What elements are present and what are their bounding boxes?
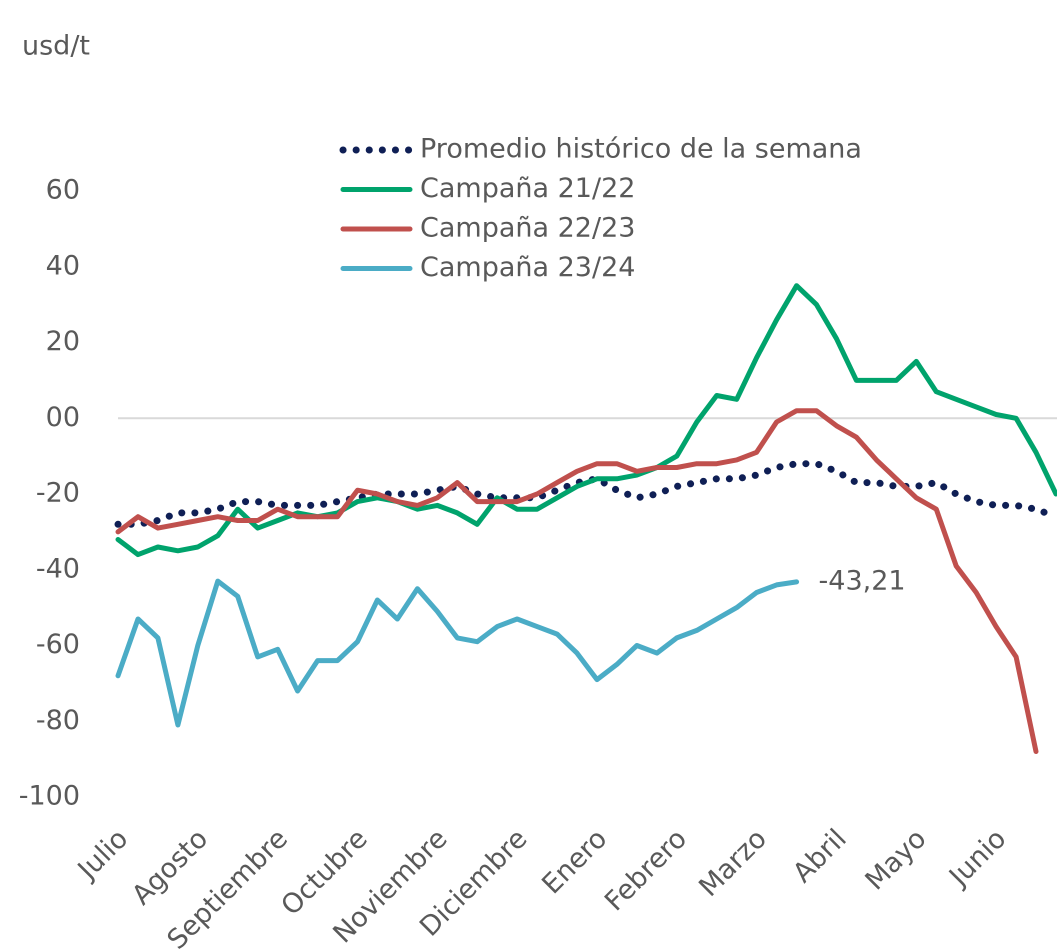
series-line — [115, 578, 800, 728]
legend-label: Promedio histórico de la semana — [420, 134, 862, 165]
y-tick-label: -20 — [36, 478, 80, 509]
y-axis-label: usd/t — [22, 31, 90, 62]
series-line — [114, 460, 1057, 528]
y-tick-label: 20 — [46, 326, 80, 357]
series-line — [115, 283, 1057, 558]
series-line — [115, 408, 1039, 754]
x-tick-label: Marzo — [693, 823, 773, 903]
data-label: -43,21 — [819, 565, 906, 596]
x-tick-label: Julio — [71, 823, 134, 886]
x-tick-label: Abril — [787, 823, 853, 889]
x-tick-label: Febrero — [599, 823, 693, 917]
y-tick-label: 40 — [46, 250, 80, 281]
x-tick-label: Junio — [942, 823, 1012, 893]
y-tick-label: -80 — [36, 705, 80, 736]
legend-label: Campaña 23/24 — [420, 252, 635, 283]
y-tick-label: -100 — [19, 781, 80, 812]
x-tick-label: Enero — [536, 823, 613, 900]
y-tick-label: 00 — [46, 402, 80, 433]
x-tick-label: Mayo — [859, 823, 932, 896]
y-tick-label: 60 — [46, 175, 80, 206]
y-tick-label: -60 — [36, 629, 80, 660]
legend-label: Campaña 21/22 — [420, 173, 635, 204]
legend-label: Campaña 22/23 — [420, 213, 635, 244]
y-tick-label: -40 — [36, 553, 80, 584]
